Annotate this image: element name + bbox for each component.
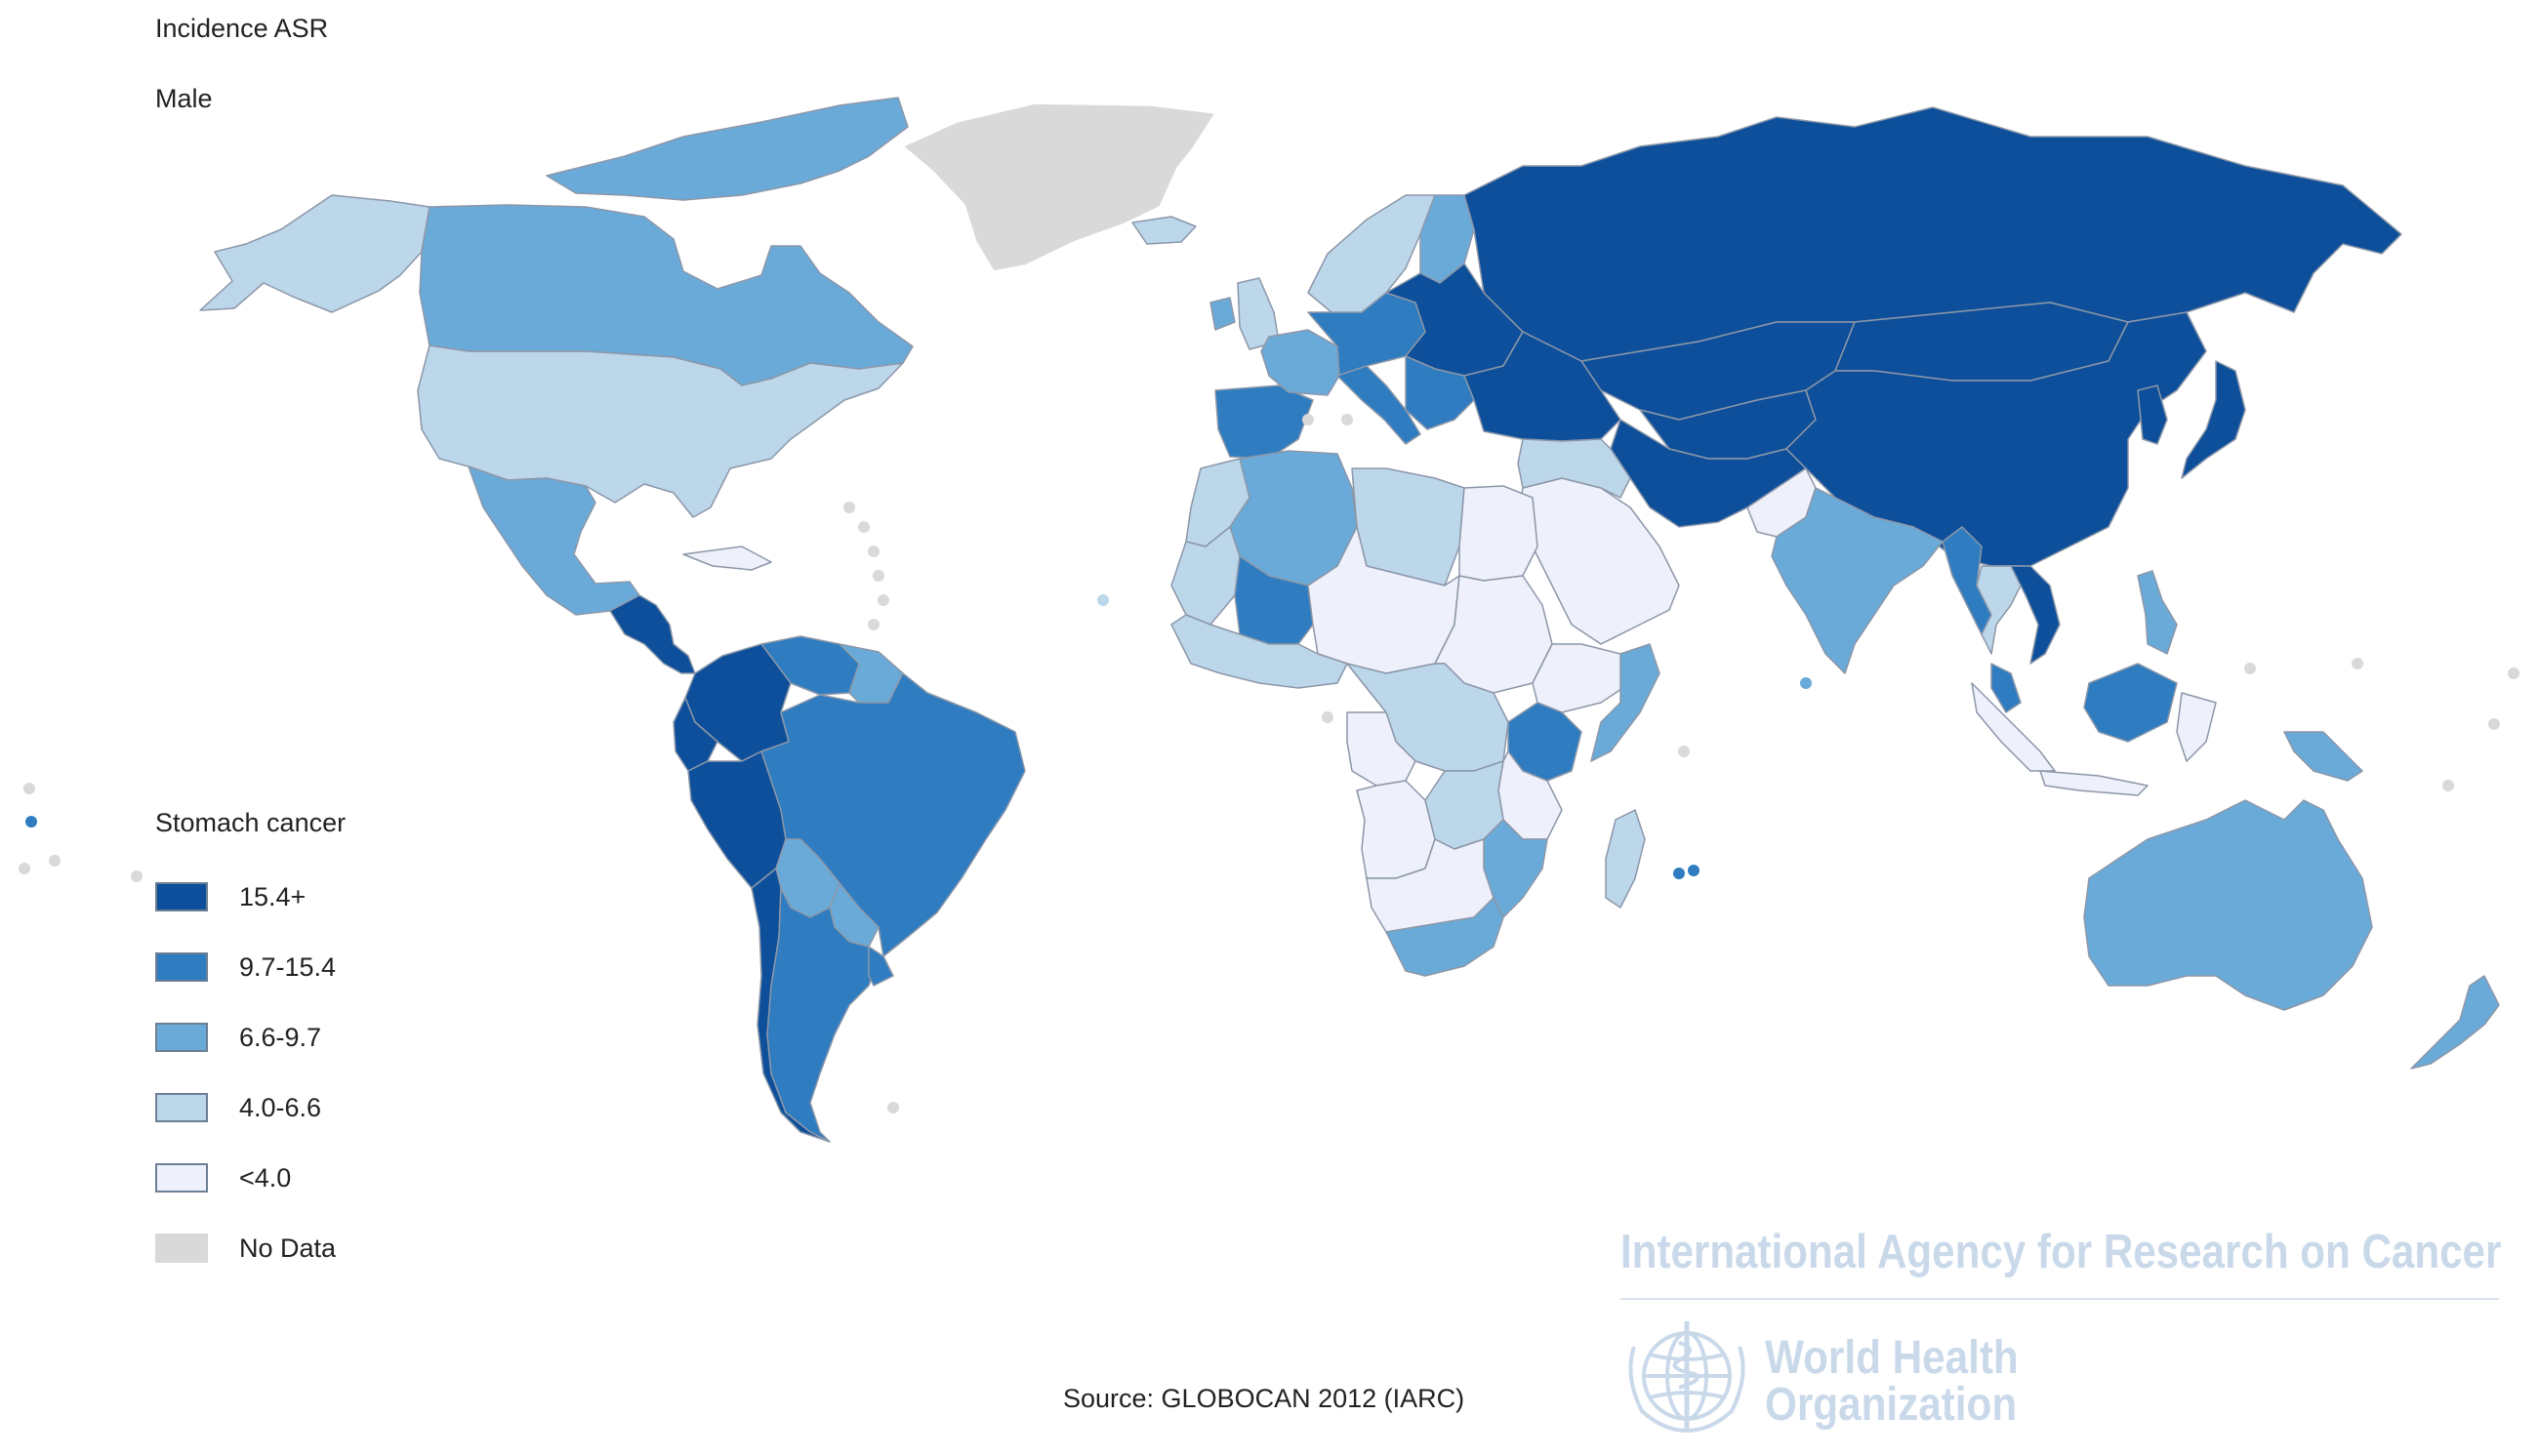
island-marker [858, 521, 870, 533]
region-japan [2181, 360, 2246, 479]
region-iberia [1214, 384, 1314, 460]
island-marker [2488, 718, 2500, 730]
island-marker [1673, 868, 1685, 879]
region-iraq-and-levant [1517, 438, 1631, 499]
region-somalia [1590, 643, 1660, 762]
island-marker [1322, 711, 1333, 723]
region-korea [2137, 384, 2168, 445]
legend-label: 9.7-15.4 [239, 952, 337, 982]
island-marker [1302, 414, 1314, 425]
legend-item: 9.7-15.4 [155, 952, 546, 988]
island-marker [2508, 667, 2519, 679]
island-marker [878, 594, 889, 606]
legend-label: 6.6-9.7 [239, 1023, 322, 1052]
region-france [1260, 329, 1340, 396]
legend-swatch [155, 1023, 208, 1052]
region-australia [2083, 799, 2373, 1011]
region-papua-new-guinea [2283, 731, 2363, 782]
sex-subtitle: Male [155, 84, 213, 113]
island-marker [873, 570, 884, 582]
legend-label: 15.4+ [239, 882, 307, 911]
region-south-africa [1385, 897, 1504, 977]
region-west-africa-coast [1170, 614, 1348, 689]
legend-item: 4.0-6.6 [155, 1093, 546, 1128]
legend-swatch [155, 882, 208, 911]
region-greenland [902, 102, 1216, 272]
island-marker [1097, 594, 1109, 606]
island-marker [887, 1102, 899, 1113]
region-iceland [1131, 216, 1197, 245]
island-marker [2244, 663, 2256, 674]
region-uruguay [868, 946, 894, 987]
region-canadian-arctic-islands [546, 97, 909, 201]
region-cuba [682, 546, 772, 571]
measure-title: Incidence ASR [155, 14, 329, 43]
island-marker [19, 863, 30, 874]
region-balkans [1405, 355, 1475, 430]
region-sudan [1434, 575, 1553, 694]
island-marker [1678, 746, 1690, 757]
island-marker [868, 619, 880, 630]
region-italy [1336, 365, 1421, 445]
region-vietnam [2010, 565, 2061, 665]
island-marker [25, 816, 37, 828]
legend-label: 4.0-6.6 [239, 1093, 322, 1122]
region-ireland [1209, 297, 1236, 331]
region-indonesia [1971, 682, 2217, 796]
region-central-america [609, 594, 696, 674]
island-marker [131, 870, 143, 882]
region-argentina [766, 887, 880, 1143]
iarc-watermark: International Agency for Research on Can… [1620, 1226, 2502, 1278]
region-philippines [2137, 570, 2178, 655]
region-ethiopia [1532, 643, 1631, 713]
legend-item: No Data [155, 1234, 546, 1269]
island-marker [2442, 780, 2454, 791]
legend-swatch [155, 1163, 208, 1193]
watermark-divider [1620, 1298, 2499, 1300]
region-alaska [199, 194, 430, 313]
region-mexico [468, 465, 640, 616]
who-watermark-text: World Health Organization [1765, 1335, 2019, 1429]
legend-swatch [155, 1093, 208, 1122]
region-india [1771, 487, 1944, 674]
legend-label: No Data [239, 1234, 337, 1263]
island-marker [1800, 677, 1812, 689]
island-marker [1688, 865, 1699, 876]
region-malaysia-and-borneo [1990, 663, 2178, 743]
legend-swatch [155, 952, 208, 982]
region-madagascar [1605, 809, 1646, 909]
legend-swatch [155, 1234, 208, 1263]
legend-item: 15.4+ [155, 882, 546, 917]
region-new-zealand [2410, 975, 2500, 1070]
island-marker [23, 783, 35, 794]
who-line-1: World Health [1765, 1332, 2019, 1384]
legend-item: <4.0 [155, 1163, 546, 1198]
island-marker [2352, 658, 2363, 669]
who-emblem-icon [1628, 1321, 1745, 1433]
legend-title: Stomach cancer [155, 808, 347, 837]
island-marker [868, 546, 880, 557]
region-angola [1356, 780, 1436, 879]
region-turkey-and-caucasus [1463, 331, 1621, 442]
region-egypt [1458, 485, 1538, 582]
source-note: Source: GLOBOCAN 2012 (IARC) [1063, 1384, 1465, 1413]
island-marker [49, 855, 61, 867]
legend-item: 6.6-9.7 [155, 1023, 546, 1058]
legend-label: <4.0 [239, 1163, 292, 1193]
who-line-2: Organization [1765, 1379, 2018, 1431]
island-marker [843, 502, 855, 513]
island-marker [1341, 414, 1353, 425]
